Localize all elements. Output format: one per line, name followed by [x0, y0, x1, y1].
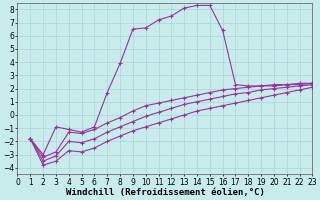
X-axis label: Windchill (Refroidissement éolien,°C): Windchill (Refroidissement éolien,°C)	[66, 188, 264, 197]
